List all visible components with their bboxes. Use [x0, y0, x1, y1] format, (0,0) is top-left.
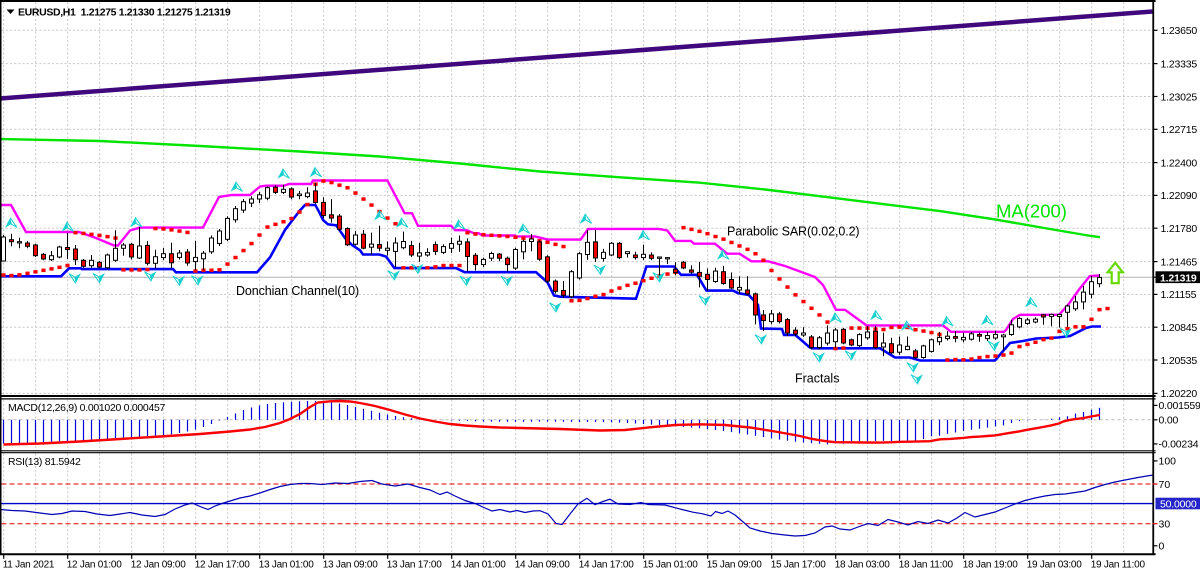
- svg-text:-0.00234: -0.00234: [1159, 439, 1199, 451]
- svg-text:11 Jan 2021: 11 Jan 2021: [3, 560, 55, 571]
- svg-text:Parabolic SAR(0.02,0.2): Parabolic SAR(0.02,0.2): [727, 225, 860, 239]
- svg-text:1.22400: 1.22400: [1161, 157, 1198, 169]
- svg-text:100: 100: [1159, 456, 1177, 468]
- svg-text:1.21780: 1.21780: [1161, 223, 1198, 235]
- svg-text:1.21465: 1.21465: [1161, 256, 1198, 268]
- svg-text:1.22090: 1.22090: [1161, 190, 1198, 202]
- svg-text:12 Jan 17:00: 12 Jan 17:00: [195, 560, 251, 571]
- svg-text:1.23025: 1.23025: [1161, 91, 1198, 103]
- svg-text:0.00: 0.00: [1159, 415, 1179, 427]
- svg-text:13 Jan 09:00: 13 Jan 09:00: [323, 560, 379, 571]
- svg-text:15 Jan 17:00: 15 Jan 17:00: [771, 560, 827, 571]
- svg-text:30: 30: [1159, 519, 1171, 531]
- svg-text:1.21319: 1.21319: [1160, 272, 1197, 284]
- svg-text:15 Jan 01:00: 15 Jan 01:00: [643, 560, 699, 571]
- svg-text:15 Jan 09:00: 15 Jan 09:00: [707, 560, 763, 571]
- svg-text:70: 70: [1159, 479, 1171, 491]
- svg-text:19 Jan 03:00: 19 Jan 03:00: [1027, 560, 1083, 571]
- svg-text:18 Jan 19:00: 18 Jan 19:00: [963, 560, 1019, 571]
- svg-text:Fractals: Fractals: [795, 372, 839, 386]
- svg-text:1.23650: 1.23650: [1161, 25, 1198, 37]
- svg-text:14 Jan 09:00: 14 Jan 09:00: [515, 560, 571, 571]
- svg-text:12 Jan 01:00: 12 Jan 01:00: [67, 560, 123, 571]
- svg-text:MA(200): MA(200): [996, 201, 1067, 222]
- svg-text:1.20535: 1.20535: [1161, 355, 1198, 367]
- svg-text:12 Jan 09:00: 12 Jan 09:00: [131, 560, 187, 571]
- svg-text:18 Jan 03:00: 18 Jan 03:00: [835, 560, 891, 571]
- svg-text:1.22715: 1.22715: [1161, 124, 1198, 136]
- svg-text:RSI(13) 81.5942: RSI(13) 81.5942: [8, 456, 81, 468]
- svg-text:1.20845: 1.20845: [1161, 322, 1198, 334]
- svg-text:18 Jan 11:00: 18 Jan 11:00: [899, 560, 954, 571]
- svg-text:13 Jan 17:00: 13 Jan 17:00: [387, 560, 443, 571]
- svg-text:14 Jan 17:00: 14 Jan 17:00: [579, 560, 635, 571]
- svg-text:0: 0: [1159, 541, 1165, 553]
- svg-text:1.21155: 1.21155: [1161, 289, 1197, 301]
- svg-text:14 Jan 01:00: 14 Jan 01:00: [451, 560, 507, 571]
- svg-text:MACD(12,26,9) 0.001020 0.00045: MACD(12,26,9) 0.001020 0.000457: [8, 402, 166, 414]
- svg-text:Donchian Channel(10): Donchian Channel(10): [236, 284, 359, 298]
- svg-text:1.20220: 1.20220: [1161, 388, 1198, 400]
- svg-text:EURUSD,H1 1.21275 1.21330 1.2: EURUSD,H1 1.21275 1.21330 1.21275 1.2131…: [18, 6, 231, 18]
- svg-text:50.0000: 50.0000: [1160, 498, 1197, 510]
- svg-text:13 Jan 01:00: 13 Jan 01:00: [259, 560, 315, 571]
- svg-text:1.23335: 1.23335: [1161, 58, 1198, 70]
- svg-text:19 Jan 11:00: 19 Jan 11:00: [1091, 560, 1146, 571]
- svg-text:0.001559: 0.001559: [1159, 400, 1200, 412]
